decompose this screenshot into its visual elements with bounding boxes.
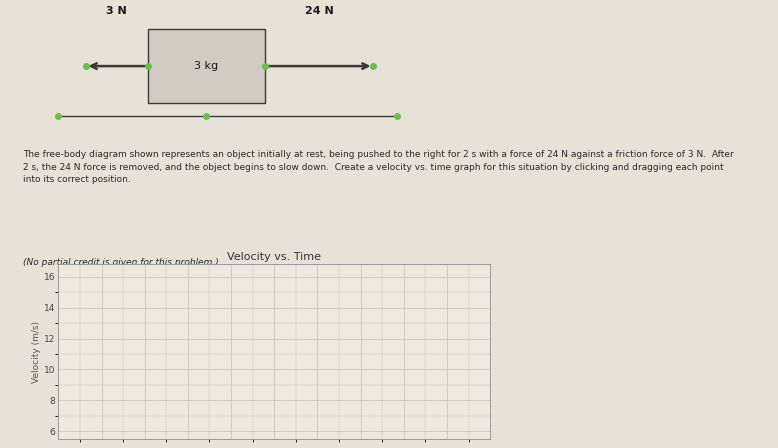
Y-axis label: Velocity (m/s): Velocity (m/s) [33,321,41,383]
Text: (No partial credit is given for this problem.): (No partial credit is given for this pro… [23,258,219,267]
Text: 3 N: 3 N [107,6,127,16]
Title: Velocity vs. Time: Velocity vs. Time [227,252,321,262]
Text: 24 N: 24 N [305,6,333,16]
Bar [148,29,265,103]
Text: 3 kg: 3 kg [194,61,219,71]
Text: The free-body diagram shown represents an object initially at rest, being pushed: The free-body diagram shown represents a… [23,150,734,184]
